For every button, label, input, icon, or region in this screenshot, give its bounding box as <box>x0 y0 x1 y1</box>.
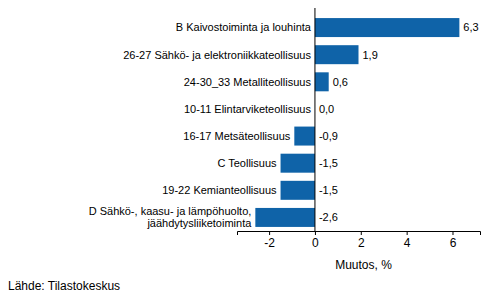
category-label: 26-27 Sähkö- ja elektroniikkateollisuus <box>123 49 311 61</box>
axis-line <box>238 232 481 236</box>
data-label: 0,0 <box>319 103 334 115</box>
bar <box>315 45 359 64</box>
source: Lähde: Tilastokeskus <box>8 279 120 293</box>
tick-mark <box>315 231 316 235</box>
data-label: -1,5 <box>319 184 338 196</box>
tick-label: 0 <box>312 236 319 250</box>
zero-line <box>314 8 315 231</box>
data-label: -2,6 <box>319 211 338 223</box>
data-label: -1,5 <box>319 157 338 169</box>
tick-label: 4 <box>404 236 411 250</box>
tick-label: -2 <box>264 236 275 250</box>
tick: -2 <box>264 231 275 250</box>
data-label: 1,9 <box>363 49 378 61</box>
data-label: -0,9 <box>319 130 338 142</box>
tick: 0 <box>312 231 319 250</box>
category-label: D Sähkö-, kaasu- ja lämpöhuolto,jäähdyty… <box>89 205 253 229</box>
chart: -2 0 2 4 6 B Kaivostoiminta ja louhinta 26-27 … <box>0 0 493 304</box>
bar <box>315 18 459 37</box>
bar <box>315 72 329 91</box>
tick-label: 2 <box>358 236 365 250</box>
bar <box>255 208 315 227</box>
category-label: 24-30_33 Metalliteollisuus <box>184 76 312 88</box>
tick-label: 6 <box>450 236 457 250</box>
x-axis: -2 0 2 4 6 <box>238 231 481 250</box>
bar <box>281 154 315 173</box>
category-label: 10-11 Elintarviketeollisuus <box>184 103 311 115</box>
category-label: C Teollisuus <box>217 157 277 169</box>
tick-mark <box>269 231 270 235</box>
category-label: 19-22 Kemianteollisuus <box>162 184 277 196</box>
bar <box>294 127 315 146</box>
category-label: 16-17 Metsäteollisuus <box>183 130 291 142</box>
data-labels: 6,3 1,9 0,6 0,0 -0,9 -1,5 -1,5 -2,6 <box>319 21 479 223</box>
bar <box>281 181 315 200</box>
category-labels: B Kaivostoiminta ja louhinta 26-27 Sähkö-… <box>89 21 312 229</box>
x-axis-title: Muutos, % <box>335 258 392 272</box>
data-label: 6,3 <box>463 21 478 33</box>
tick: 6 <box>450 231 457 250</box>
data-label: 0,6 <box>333 76 348 88</box>
category-label: B Kaivostoiminta ja louhinta <box>176 21 312 33</box>
tick-mark <box>452 231 453 235</box>
tick-mark <box>361 231 362 235</box>
tick-mark <box>407 231 408 235</box>
tick: 4 <box>404 231 411 250</box>
tick: 2 <box>358 231 365 250</box>
